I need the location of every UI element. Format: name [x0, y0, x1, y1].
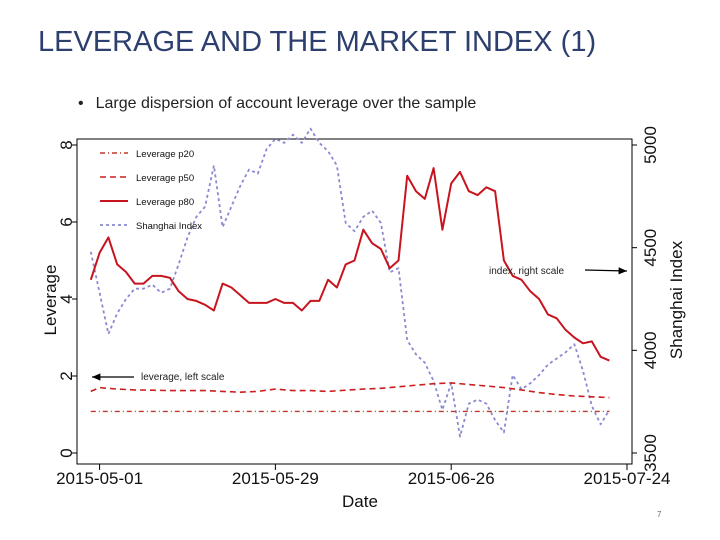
y-tick-label: 2 — [57, 371, 76, 380]
leverage-annotation-label: leverage, left scale — [141, 372, 225, 383]
series-p50-line — [90, 382, 610, 399]
legend-label: Leverage p80 — [136, 197, 194, 208]
legend-label: Leverage p20 — [136, 149, 194, 160]
index-annotation-arrow — [584, 267, 628, 275]
y-tick-label: 4 — [57, 294, 76, 303]
bullet-point: • Large dispersion of account leverage ov… — [78, 95, 476, 113]
plot-frame — [76, 138, 633, 465]
series-index-line — [89, 127, 611, 438]
y2-tick-label: 5000 — [641, 126, 660, 164]
y-tick-label: 0 — [57, 448, 76, 457]
x-tick-label: 2015-05-29 — [232, 469, 319, 488]
x-axis-title: Date — [342, 492, 378, 511]
slide-title: LEVERAGE AND THE MARKET INDEX (1) — [38, 26, 597, 58]
y-tick-label: 6 — [57, 217, 76, 226]
y-tick-label: 8 — [57, 140, 76, 149]
series-p80-line — [89, 167, 610, 362]
page-number: 7 — [657, 510, 662, 519]
x-tick-label: 2015-05-01 — [56, 469, 143, 488]
x-tick-label: 2015-07-24 — [584, 469, 671, 488]
y2-axis-title: Shanghai Index — [667, 240, 686, 359]
bullet-dot: • — [78, 95, 84, 112]
y-axis-title: Leverage — [41, 265, 60, 336]
legend-label: Shanghai Index — [136, 221, 202, 232]
y2-tick-label: 3500 — [641, 434, 660, 472]
y2-tick-label: 4500 — [641, 229, 660, 267]
index-annotation-label: index, right scale — [489, 266, 564, 277]
x-tick-label: 2015-06-26 — [408, 469, 495, 488]
legend-label: Leverage p50 — [136, 173, 194, 184]
y2-tick-label: 4000 — [641, 331, 660, 369]
bullet-text: Large dispersion of account leverage ove… — [95, 95, 477, 112]
